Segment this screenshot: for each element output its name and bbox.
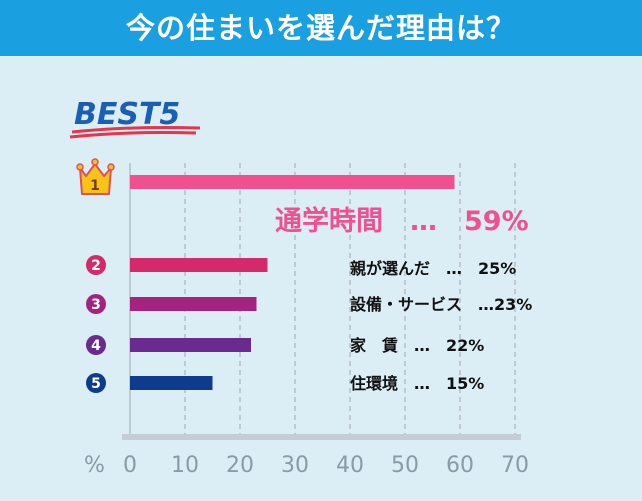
crown-icon: 1 bbox=[76, 158, 115, 195]
bar-label-rank-5: 住環境 … 15% bbox=[350, 374, 484, 393]
bar-rank-3 bbox=[130, 297, 257, 311]
bar-label-rank-3: 設備・サービス …23% bbox=[350, 295, 532, 314]
bar-label-rank-1: 通学時間 … 59% bbox=[275, 205, 529, 237]
x-tick-label: 70 bbox=[501, 453, 529, 478]
bar-rank-2 bbox=[130, 258, 268, 272]
x-tick-label: 50 bbox=[391, 453, 419, 478]
rank-number: 3 bbox=[91, 297, 101, 313]
rank-number: 2 bbox=[91, 258, 101, 274]
bar-rank-5 bbox=[130, 376, 213, 390]
rank-badge-4 bbox=[86, 335, 106, 355]
x-tick-label: 20 bbox=[226, 453, 254, 478]
bars bbox=[130, 175, 455, 390]
best5-badge: BEST5 bbox=[69, 97, 201, 139]
x-tick-label: 0 bbox=[123, 453, 137, 478]
rank-number: 4 bbox=[91, 338, 101, 354]
gridlines bbox=[122, 163, 521, 440]
rank-number: 5 bbox=[91, 376, 101, 392]
x-tick-label: 30 bbox=[281, 453, 309, 478]
x-axis-ticks: 0 10 20 30 40 50 60 70 bbox=[123, 453, 529, 478]
bar-rank-1 bbox=[130, 175, 455, 189]
rank-badge-2 bbox=[86, 255, 106, 275]
best5-label: BEST5 bbox=[74, 97, 180, 132]
rank-badge-3 bbox=[86, 294, 106, 314]
rank-number: 1 bbox=[90, 178, 100, 194]
page-title: 今の住まいを選んだ理由は？ bbox=[0, 0, 642, 56]
rank-markers: 1 2 3 4 5 bbox=[76, 158, 115, 393]
bar-labels: 通学時間 … 59% 親が選んだ … 25% 設備・サービス …23% 家 賃 … 2… bbox=[275, 205, 532, 393]
x-tick-label: 60 bbox=[446, 453, 474, 478]
bar-label-rank-2: 親が選んだ … 25% bbox=[350, 259, 516, 278]
bar-label-rank-4: 家 賃 … 22% bbox=[350, 336, 484, 355]
x-tick-label: 40 bbox=[336, 453, 364, 478]
rank-badge-5 bbox=[86, 373, 106, 393]
x-tick-label: 10 bbox=[171, 453, 199, 478]
bar-rank-4 bbox=[130, 338, 251, 352]
axis-unit: % bbox=[84, 453, 105, 478]
